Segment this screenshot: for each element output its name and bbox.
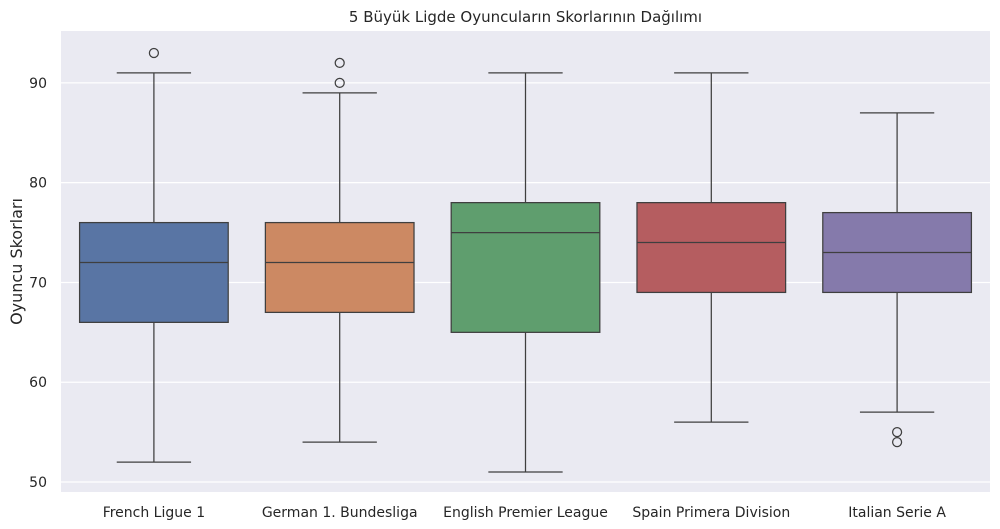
box-5-outlier-2 <box>891 427 903 438</box>
y-tick-label-60: 60 <box>29 375 47 391</box>
x-tick-label-2: German 1. Bundesliga <box>262 505 418 521</box>
box-1-outlier-1 <box>148 47 160 59</box>
y-tick-label-80: 80 <box>29 176 47 192</box>
boxes-group <box>78 47 973 473</box>
box-4 <box>636 72 787 423</box>
y-tick-labels: 50 60 70 80 90 <box>29 76 47 491</box>
box-5 <box>822 112 973 448</box>
box-3 <box>450 72 601 473</box>
x-tick-label-4: Spain Primera Division <box>632 505 790 521</box>
x-tick-label-3: English Premier League <box>443 505 608 521</box>
box-2 <box>264 57 415 443</box>
x-tick-label-5: Italian Serie A <box>848 505 946 521</box>
y-tick-label-50: 50 <box>29 475 47 491</box>
box-3-iqr <box>450 202 601 333</box>
box-4-iqr <box>636 202 787 294</box>
box-1-iqr <box>78 221 229 323</box>
y-axis-label: Oyuncu Skorları <box>7 198 26 325</box>
y-tick-label-90: 90 <box>29 76 47 92</box>
box-2-iqr <box>264 221 415 314</box>
chart-title: 5 Büyük Ligde Oyuncuların Skorlarının Da… <box>349 8 702 26</box>
box-5-outlier-1 <box>891 436 903 448</box>
y-tick-label-70: 70 <box>29 275 47 291</box>
box-1 <box>78 47 229 463</box>
box-2-outlier-1 <box>334 77 345 89</box>
x-tick-labels: French Ligue 1 German 1. Bundesliga Englis… <box>103 505 947 521</box>
box-2-outlier-2 <box>334 57 345 69</box>
x-tick-label-1: French Ligue 1 <box>103 505 205 521</box>
